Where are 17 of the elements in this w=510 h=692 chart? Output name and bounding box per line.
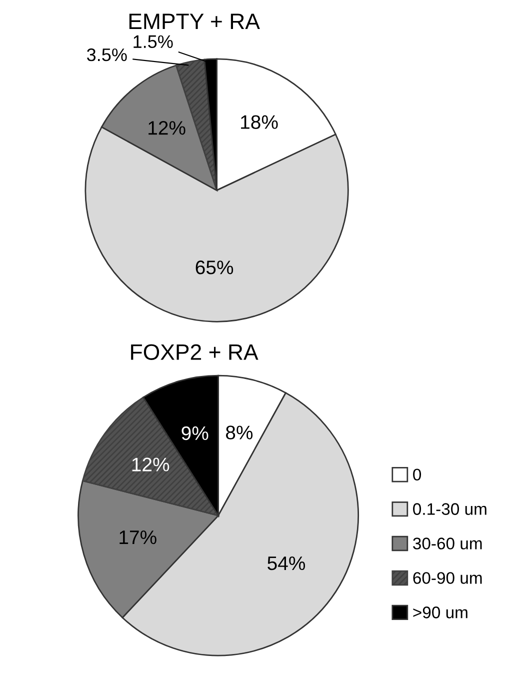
data-label: 18% — [241, 115, 278, 129]
data-label: 1.5% — [134, 35, 173, 48]
chart-title: EMPTY + RA — [129, 14, 260, 29]
chart-title: FOXP2 + RA — [131, 344, 258, 360]
data-label: 9% — [182, 426, 208, 440]
data-label: 54% — [268, 556, 306, 570]
data-label: 3.5% — [87, 48, 127, 62]
legend-label: 60-90 um — [413, 572, 482, 584]
legend-label: 0 — [413, 468, 422, 481]
data-label: 12% — [148, 121, 186, 135]
data-label: 8% — [226, 426, 253, 440]
legend-label: 30-60 um — [413, 538, 482, 550]
data-label: 17% — [120, 530, 156, 544]
data-label: 65% — [196, 260, 234, 274]
data-label: 12% — [132, 458, 170, 472]
legend-label: >90 um — [413, 606, 468, 618]
legend-label: 0.1-30 um — [413, 503, 486, 515]
